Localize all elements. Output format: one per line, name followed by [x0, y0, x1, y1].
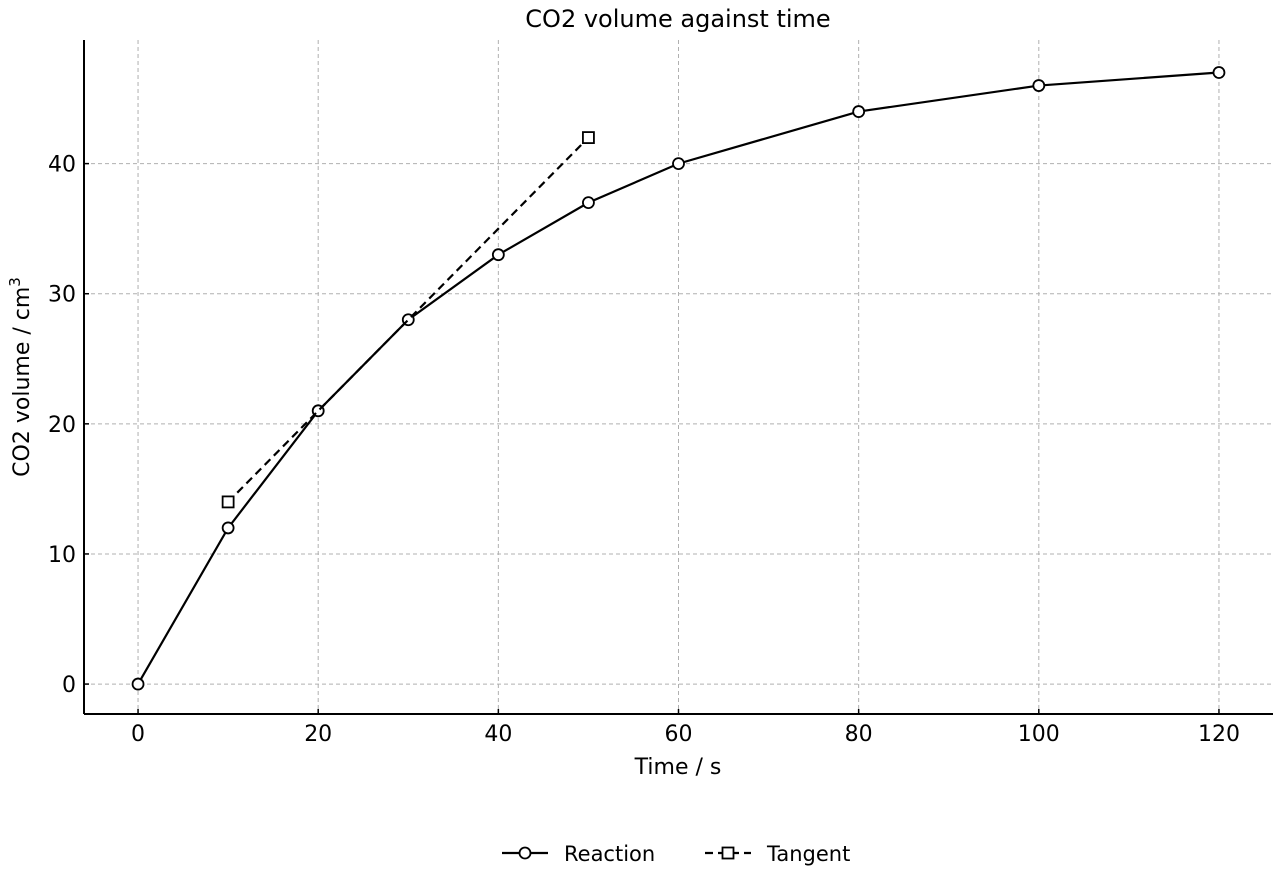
legend-label-tangent: Tangent	[766, 842, 850, 866]
data-point-reaction	[1032, 79, 1046, 92]
data-point-reaction	[852, 105, 866, 118]
series-reaction	[131, 66, 1226, 691]
legend-marker-reaction	[518, 846, 532, 860]
chart-title: CO2 volume against time	[525, 5, 830, 33]
x-tick-label: 0	[131, 722, 145, 747]
series-line-reaction	[137, 71, 1220, 685]
y-tick-label: 10	[48, 543, 76, 568]
data-point-reaction	[491, 248, 505, 262]
legend-label-reaction: Reaction	[564, 842, 655, 866]
data-point-tangent	[221, 495, 235, 509]
series-line-tangent	[227, 136, 590, 503]
x-tick-label: 120	[1198, 722, 1240, 747]
series-layer	[131, 66, 1226, 691]
legend-item-tangent: Tangent	[705, 842, 850, 866]
legend: Reaction Tangent	[502, 842, 850, 866]
x-tick-label: 20	[304, 722, 332, 747]
data-point-tangent	[582, 131, 595, 144]
x-tick-label: 60	[665, 722, 693, 747]
ticks: 0 20 40 60 80 100 120 0 10 20 30 40	[48, 153, 1240, 747]
data-point-reaction	[582, 196, 595, 210]
y-axis-label: CO2 volume / cm3	[6, 277, 35, 477]
y-tick-label: 0	[62, 673, 76, 698]
y-tick-label: 40	[48, 153, 76, 178]
x-tick-label: 100	[1018, 722, 1060, 747]
x-tick-label: 80	[845, 722, 873, 747]
legend-item-reaction: Reaction	[502, 842, 655, 866]
data-point-reaction	[672, 157, 685, 171]
data-point-reaction	[221, 521, 235, 535]
y-axis-label-text: CO2 volume / cm	[10, 287, 35, 477]
data-point-reaction	[1212, 66, 1226, 79]
y-tick-label: 20	[48, 413, 76, 438]
x-tick-label: 40	[484, 722, 512, 747]
grid	[84, 40, 1273, 714]
x-axis-label: Time / s	[634, 755, 722, 780]
legend-marker-tangent	[721, 846, 735, 860]
y-axis-label-superscript: 3	[6, 277, 24, 287]
y-tick-label: 30	[48, 283, 76, 308]
series-tangent	[221, 131, 595, 509]
data-point-reaction	[131, 677, 145, 691]
